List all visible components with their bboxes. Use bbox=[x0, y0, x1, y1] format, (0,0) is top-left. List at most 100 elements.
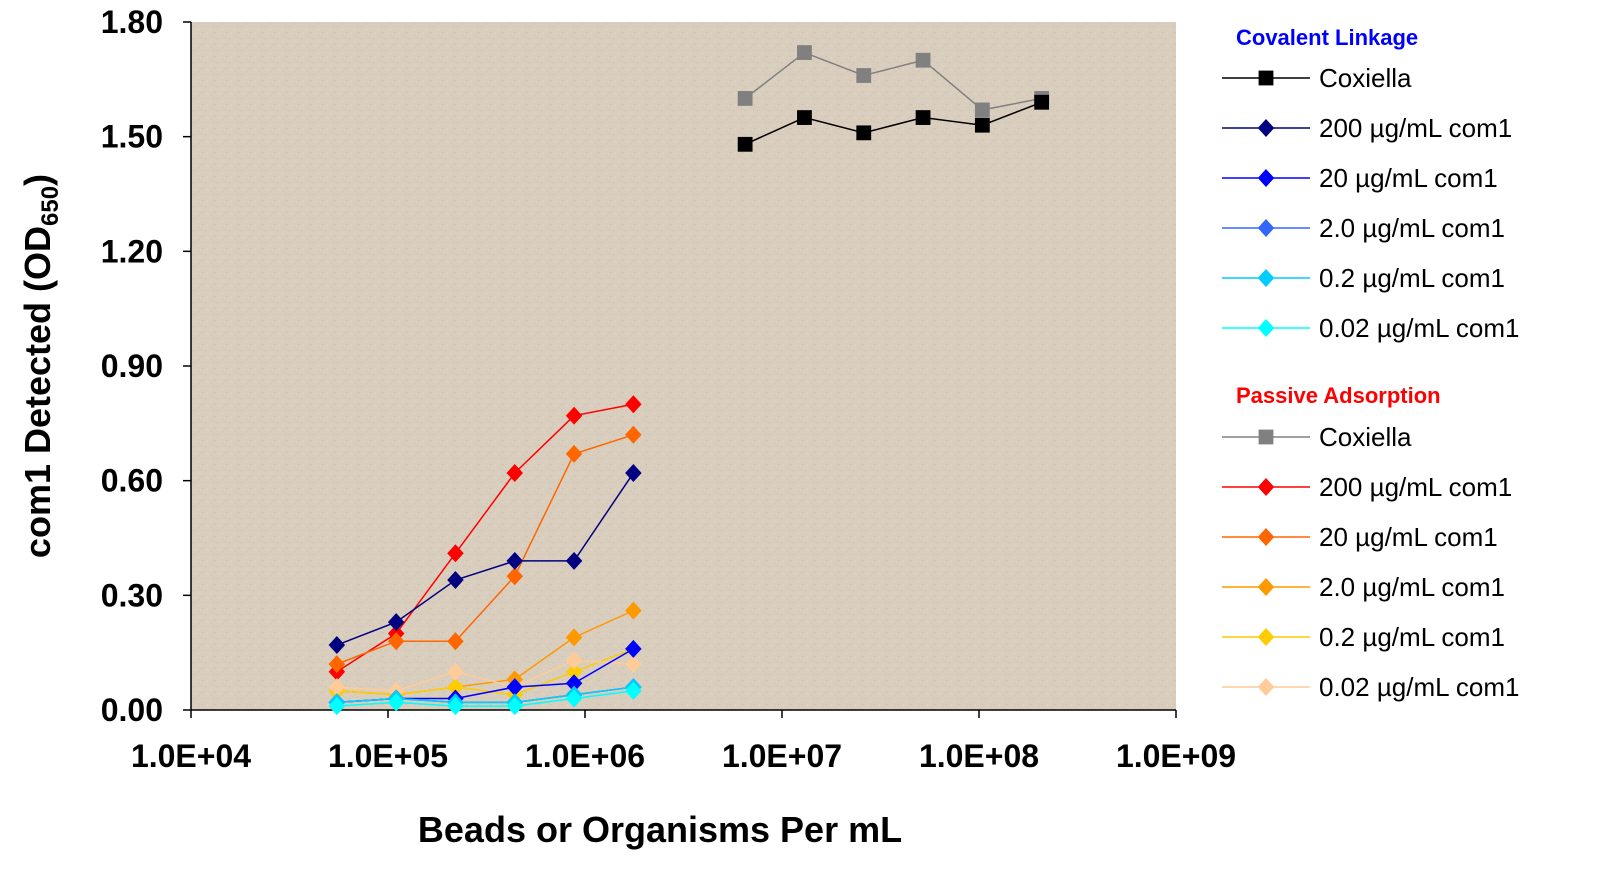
data-point bbox=[856, 68, 872, 83]
data-point bbox=[625, 639, 642, 658]
data-point bbox=[328, 655, 346, 674]
legend-label: 2.0 µg/mL com1 bbox=[1319, 572, 1505, 602]
legend-marker bbox=[1257, 678, 1275, 696]
data-point bbox=[915, 110, 931, 125]
legend-label: 0.2 µg/mL com1 bbox=[1319, 263, 1505, 293]
legend-marker bbox=[1257, 219, 1275, 237]
legend-label: 0.2 µg/mL com1 bbox=[1319, 622, 1505, 652]
data-point bbox=[447, 571, 464, 590]
legend-item: 0.2 µg/mL com1 bbox=[1222, 263, 1505, 293]
legend-marker bbox=[1257, 628, 1275, 646]
legend-label: 20 µg/mL com1 bbox=[1319, 163, 1498, 193]
data-point bbox=[625, 395, 642, 414]
series-line bbox=[336, 403, 634, 673]
data-point bbox=[625, 601, 642, 620]
plot-area bbox=[191, 22, 1176, 710]
legend-label: Coxiella bbox=[1319, 422, 1412, 452]
y-axis-title-subscript: 650 bbox=[37, 186, 64, 226]
data-point bbox=[1034, 94, 1050, 110]
data-point bbox=[625, 655, 642, 674]
y-tick-label: 0.00 bbox=[101, 692, 163, 728]
series-line bbox=[336, 659, 634, 692]
series-line bbox=[744, 101, 1042, 145]
series-covalent-5 bbox=[328, 681, 642, 716]
legend-item: 20 µg/mL com1 bbox=[1222, 163, 1498, 193]
data-point bbox=[625, 681, 642, 700]
data-point bbox=[797, 110, 812, 125]
y-tick-label: 1.20 bbox=[101, 233, 163, 269]
data-point bbox=[856, 125, 872, 141]
series-line bbox=[336, 472, 634, 646]
series-layer bbox=[328, 45, 1050, 716]
legend-group-title: Covalent Linkage bbox=[1236, 25, 1418, 50]
legend-item: Coxiella bbox=[1222, 422, 1412, 452]
y-axis-title: com1 Detected (OD650) bbox=[17, 174, 64, 558]
legend-label: 0.02 µg/mL com1 bbox=[1319, 672, 1519, 702]
legend-marker bbox=[1257, 319, 1275, 337]
y-tick-label: 1.50 bbox=[101, 119, 163, 155]
data-point bbox=[447, 662, 464, 681]
legend-item: 0.2 µg/mL com1 bbox=[1222, 622, 1505, 652]
x-tick-label: 1.0E+06 bbox=[525, 738, 645, 774]
legend-marker bbox=[1257, 478, 1275, 496]
x-axis-title: Beads or Organisms Per mL bbox=[418, 809, 902, 850]
data-point bbox=[506, 697, 524, 716]
data-point bbox=[565, 444, 583, 463]
legend-marker bbox=[1257, 119, 1275, 137]
data-point bbox=[328, 697, 346, 716]
data-point bbox=[387, 613, 405, 632]
x-tick-label: 1.0E+04 bbox=[131, 738, 251, 774]
data-point bbox=[387, 693, 405, 712]
data-point bbox=[625, 464, 642, 483]
series-passive-2 bbox=[328, 425, 642, 674]
data-point bbox=[565, 651, 583, 670]
y-tick-label: 0.60 bbox=[101, 463, 163, 499]
x-tick-label: 1.0E+05 bbox=[328, 738, 448, 774]
data-point bbox=[565, 689, 583, 708]
y-axis-title-close: ) bbox=[17, 174, 58, 186]
y-tick-label: 0.30 bbox=[101, 577, 163, 613]
data-point bbox=[737, 136, 753, 152]
data-point bbox=[447, 544, 464, 563]
data-point bbox=[737, 91, 753, 106]
data-point bbox=[915, 52, 931, 68]
x-tick-label: 1.0E+07 bbox=[722, 738, 842, 774]
legend-marker bbox=[1257, 528, 1275, 546]
legend-marker bbox=[1258, 429, 1274, 445]
legend-item: 200 µg/mL com1 bbox=[1222, 472, 1512, 502]
legend-item: 0.02 µg/mL com1 bbox=[1222, 672, 1519, 702]
legend-item: 200 µg/mL com1 bbox=[1222, 113, 1512, 143]
legend-label: 200 µg/mL com1 bbox=[1319, 472, 1512, 502]
data-point bbox=[565, 628, 583, 647]
y-tick-label: 1.80 bbox=[101, 4, 163, 40]
data-point bbox=[447, 697, 464, 716]
series-line bbox=[336, 690, 634, 707]
legend-marker bbox=[1257, 269, 1275, 287]
series-line bbox=[336, 686, 634, 704]
legend-item: 0.02 µg/mL com1 bbox=[1222, 313, 1519, 343]
legend-marker bbox=[1258, 70, 1274, 86]
legend-item: Coxiella bbox=[1222, 63, 1412, 93]
series-line bbox=[336, 648, 634, 696]
legend-group-title: Passive Adsorption bbox=[1236, 383, 1441, 408]
legend-item: 20 µg/mL com1 bbox=[1222, 522, 1498, 552]
legend-label: 0.02 µg/mL com1 bbox=[1319, 313, 1519, 343]
data-point bbox=[565, 406, 583, 425]
legend-marker bbox=[1257, 578, 1275, 596]
y-tick-label: 0.90 bbox=[101, 348, 163, 384]
y-axis-title-main: com1 Detected (OD bbox=[17, 226, 58, 558]
series-covalent-0 bbox=[737, 94, 1050, 152]
x-tick-label: 1.0E+09 bbox=[1116, 738, 1236, 774]
data-point bbox=[565, 551, 583, 570]
data-point bbox=[506, 567, 524, 586]
data-point bbox=[797, 45, 812, 60]
data-point bbox=[447, 632, 464, 651]
data-point bbox=[506, 551, 524, 570]
x-tick-label: 1.0E+08 bbox=[919, 738, 1039, 774]
data-point bbox=[625, 425, 642, 444]
legend-label: 200 µg/mL com1 bbox=[1319, 113, 1512, 143]
legend-label: 20 µg/mL com1 bbox=[1319, 522, 1498, 552]
data-point bbox=[328, 636, 346, 655]
axes: 0.00 0.30 0.60 0.90 1.20 1.50 1.80 1.0E+04 1.0E+… bbox=[101, 4, 1236, 774]
